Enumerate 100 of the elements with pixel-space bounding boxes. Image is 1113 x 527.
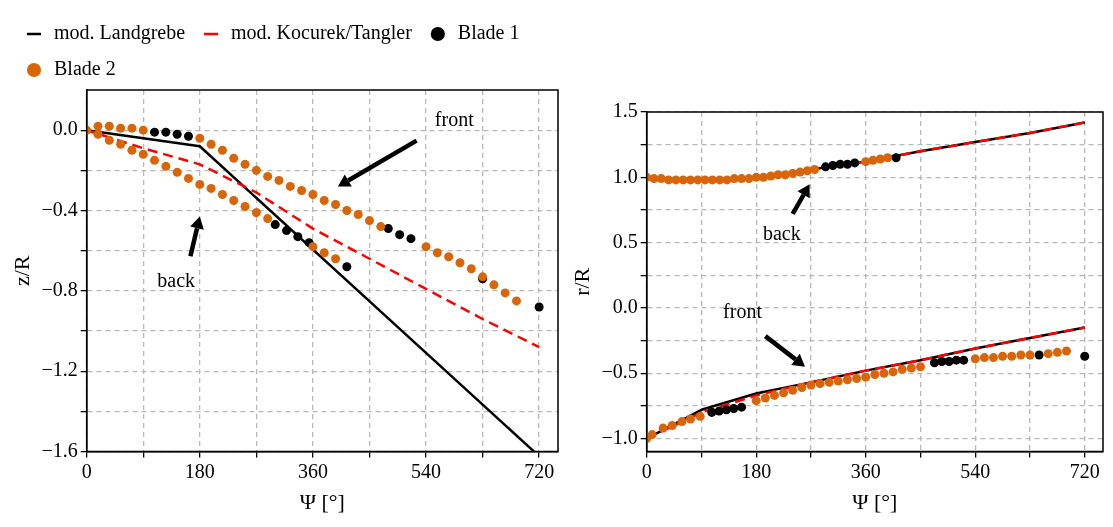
legend-label: mod. Kocurek/Tangler xyxy=(231,21,413,45)
y-axis-title: r/R xyxy=(568,267,594,296)
x-tick-label: 720 xyxy=(524,459,555,482)
point xyxy=(331,254,341,264)
point xyxy=(466,264,476,274)
legend-label: Blade 2 xyxy=(54,57,116,80)
point xyxy=(104,135,114,145)
point xyxy=(150,155,160,165)
point xyxy=(104,121,114,131)
y-tick-label: 1.0 xyxy=(612,164,638,187)
point xyxy=(282,226,292,236)
y-tick-label: −1.2 xyxy=(41,358,78,381)
point xyxy=(850,158,860,168)
point xyxy=(206,183,216,193)
point xyxy=(395,230,405,240)
point xyxy=(444,252,454,262)
point xyxy=(319,195,329,205)
point xyxy=(959,355,969,365)
point xyxy=(217,145,227,155)
point xyxy=(534,302,544,312)
x-tick-label: 180 xyxy=(741,459,772,482)
point xyxy=(172,129,182,139)
x-tick-label: 180 xyxy=(184,459,215,482)
y-tick-label: 0.0 xyxy=(612,295,638,318)
legend-label: Blade 1 xyxy=(457,21,520,44)
point xyxy=(251,165,261,175)
point xyxy=(376,222,386,232)
point xyxy=(285,181,295,191)
point xyxy=(116,123,126,133)
point xyxy=(138,149,148,159)
point xyxy=(737,402,747,412)
x-tick-label: 0 xyxy=(81,459,92,482)
point xyxy=(229,153,239,163)
point xyxy=(183,131,193,141)
point xyxy=(821,162,831,172)
point xyxy=(500,288,510,298)
y-tick-label: −0.8 xyxy=(41,278,78,301)
point xyxy=(240,159,250,169)
point xyxy=(489,280,499,290)
x-tick-label: 360 xyxy=(850,459,881,482)
point xyxy=(172,167,182,177)
x-axis-title: Ψ [°] xyxy=(852,488,898,514)
point xyxy=(229,195,239,205)
x-tick-label: 360 xyxy=(297,459,328,482)
point xyxy=(161,161,171,171)
point xyxy=(406,234,416,244)
point xyxy=(161,127,171,137)
point xyxy=(251,208,261,218)
point xyxy=(263,171,273,181)
point xyxy=(206,139,216,149)
point xyxy=(138,125,148,135)
point xyxy=(455,258,465,268)
point xyxy=(297,185,307,195)
y-tick-label: 1.5 xyxy=(612,99,638,122)
point xyxy=(263,214,273,224)
point xyxy=(842,159,852,169)
point xyxy=(127,145,137,155)
point xyxy=(93,121,103,131)
point xyxy=(274,175,284,185)
y-axis-title: z/R xyxy=(8,255,34,287)
y-tick-label: −1.6 xyxy=(41,438,78,461)
x-tick-label: 0 xyxy=(641,459,652,482)
point xyxy=(217,189,227,199)
point xyxy=(937,356,947,366)
point xyxy=(891,153,901,163)
y-tick-label: −1.0 xyxy=(601,425,638,448)
point xyxy=(364,216,374,226)
point xyxy=(383,224,393,234)
point xyxy=(116,139,126,149)
point xyxy=(512,296,522,306)
point xyxy=(342,262,352,272)
point xyxy=(150,127,160,137)
point xyxy=(127,123,137,133)
point xyxy=(432,248,442,258)
y-tick-label: −0.5 xyxy=(601,360,638,383)
point xyxy=(319,248,329,258)
annotation: front xyxy=(723,299,763,322)
x-tick-label: 720 xyxy=(1069,459,1100,482)
point xyxy=(729,404,739,413)
point xyxy=(353,210,363,220)
point xyxy=(421,242,431,252)
annotation: back xyxy=(157,268,196,291)
point xyxy=(183,173,193,183)
point xyxy=(1034,350,1044,360)
point xyxy=(308,242,318,252)
point xyxy=(308,189,318,199)
point xyxy=(93,129,103,139)
point xyxy=(331,200,341,210)
point xyxy=(195,133,205,143)
x-axis-title: Ψ [°] xyxy=(299,488,345,514)
point xyxy=(195,179,205,189)
point xyxy=(342,206,352,216)
annotation: back xyxy=(762,221,801,244)
point xyxy=(240,202,250,212)
point xyxy=(293,232,303,242)
legend-label: mod. Landgrebe xyxy=(54,21,186,45)
y-tick-label: 0.0 xyxy=(52,117,78,140)
annotation: front xyxy=(434,107,475,130)
x-tick-label: 540 xyxy=(411,459,442,482)
point xyxy=(1080,351,1090,361)
